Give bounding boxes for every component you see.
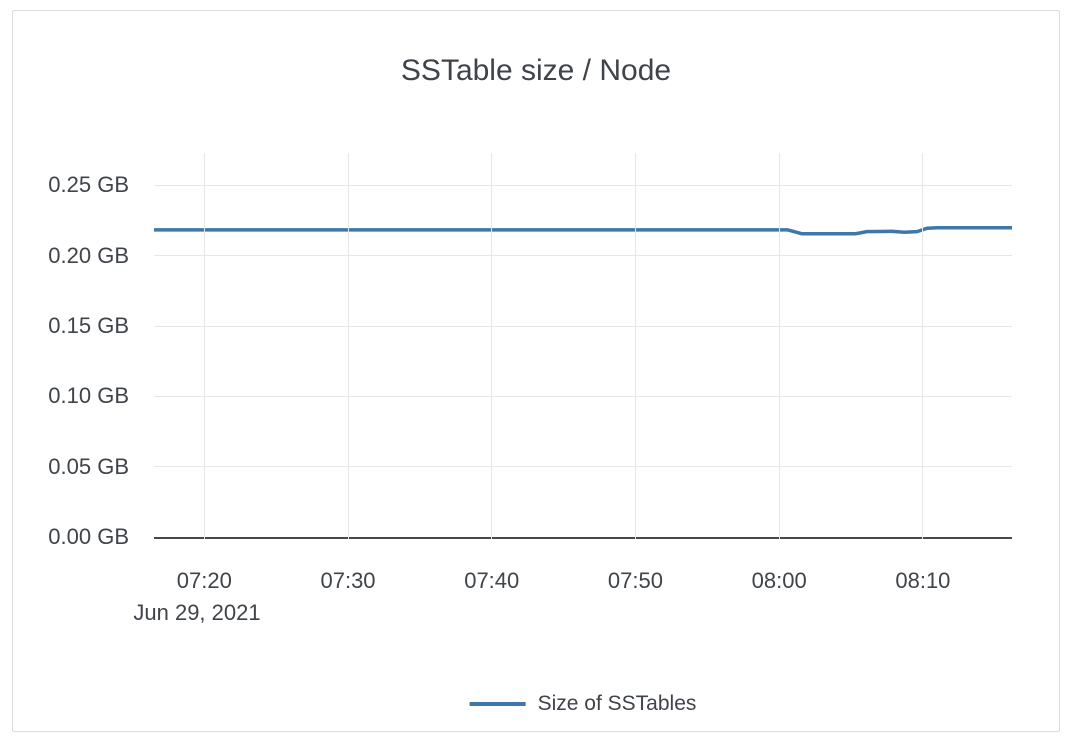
horizontal-gridline	[154, 255, 1012, 257]
horizontal-gridline	[154, 395, 1012, 397]
plot-area	[154, 151, 1012, 539]
x-axis-tick-label: 08:10	[895, 568, 951, 593]
series-line-path	[154, 226, 1012, 236]
x-axis-tick-label: 07:20	[176, 568, 232, 593]
vertical-gridline	[203, 153, 205, 539]
y-axis-tick-label: 0.00 GB	[48, 524, 129, 549]
chart-title: SSTable size / Node	[400, 54, 672, 87]
vertical-gridline	[778, 153, 780, 539]
legend-line-swatch	[469, 702, 526, 706]
vertical-gridline	[922, 153, 924, 539]
vertical-gridline	[634, 153, 636, 539]
x-axis-date-label: Jun 29, 2021	[133, 600, 261, 625]
y-axis-tick-label: 0.15 GB	[48, 313, 129, 339]
x-axis-tick-label: 08:00	[751, 568, 807, 593]
legend-label: Size of SSTables	[537, 692, 697, 715]
vertical-gridline	[347, 153, 349, 539]
horizontal-gridline	[154, 325, 1012, 327]
y-axis-tick-label: 0.10 GB	[48, 383, 129, 409]
y-axis-tick-label: 0.05 GB	[48, 453, 129, 479]
legend: Size of SSTables	[469, 692, 697, 716]
y-axis-tick-label: 0.20 GB	[48, 242, 129, 268]
series-line	[154, 226, 1012, 236]
chart-panel-card: SSTable size / Node Jun 29, 2021 Size of…	[12, 10, 1060, 732]
x-axis-tick-label: 07:30	[320, 568, 376, 593]
x-axis-tick-label: 07:40	[464, 568, 520, 593]
horizontal-gridline	[154, 466, 1012, 468]
vertical-gridline	[491, 153, 493, 539]
y-axis-tick-label: 0.25 GB	[48, 172, 129, 198]
x-axis-tick-label: 07:50	[607, 568, 663, 593]
horizontal-gridline	[154, 184, 1012, 186]
